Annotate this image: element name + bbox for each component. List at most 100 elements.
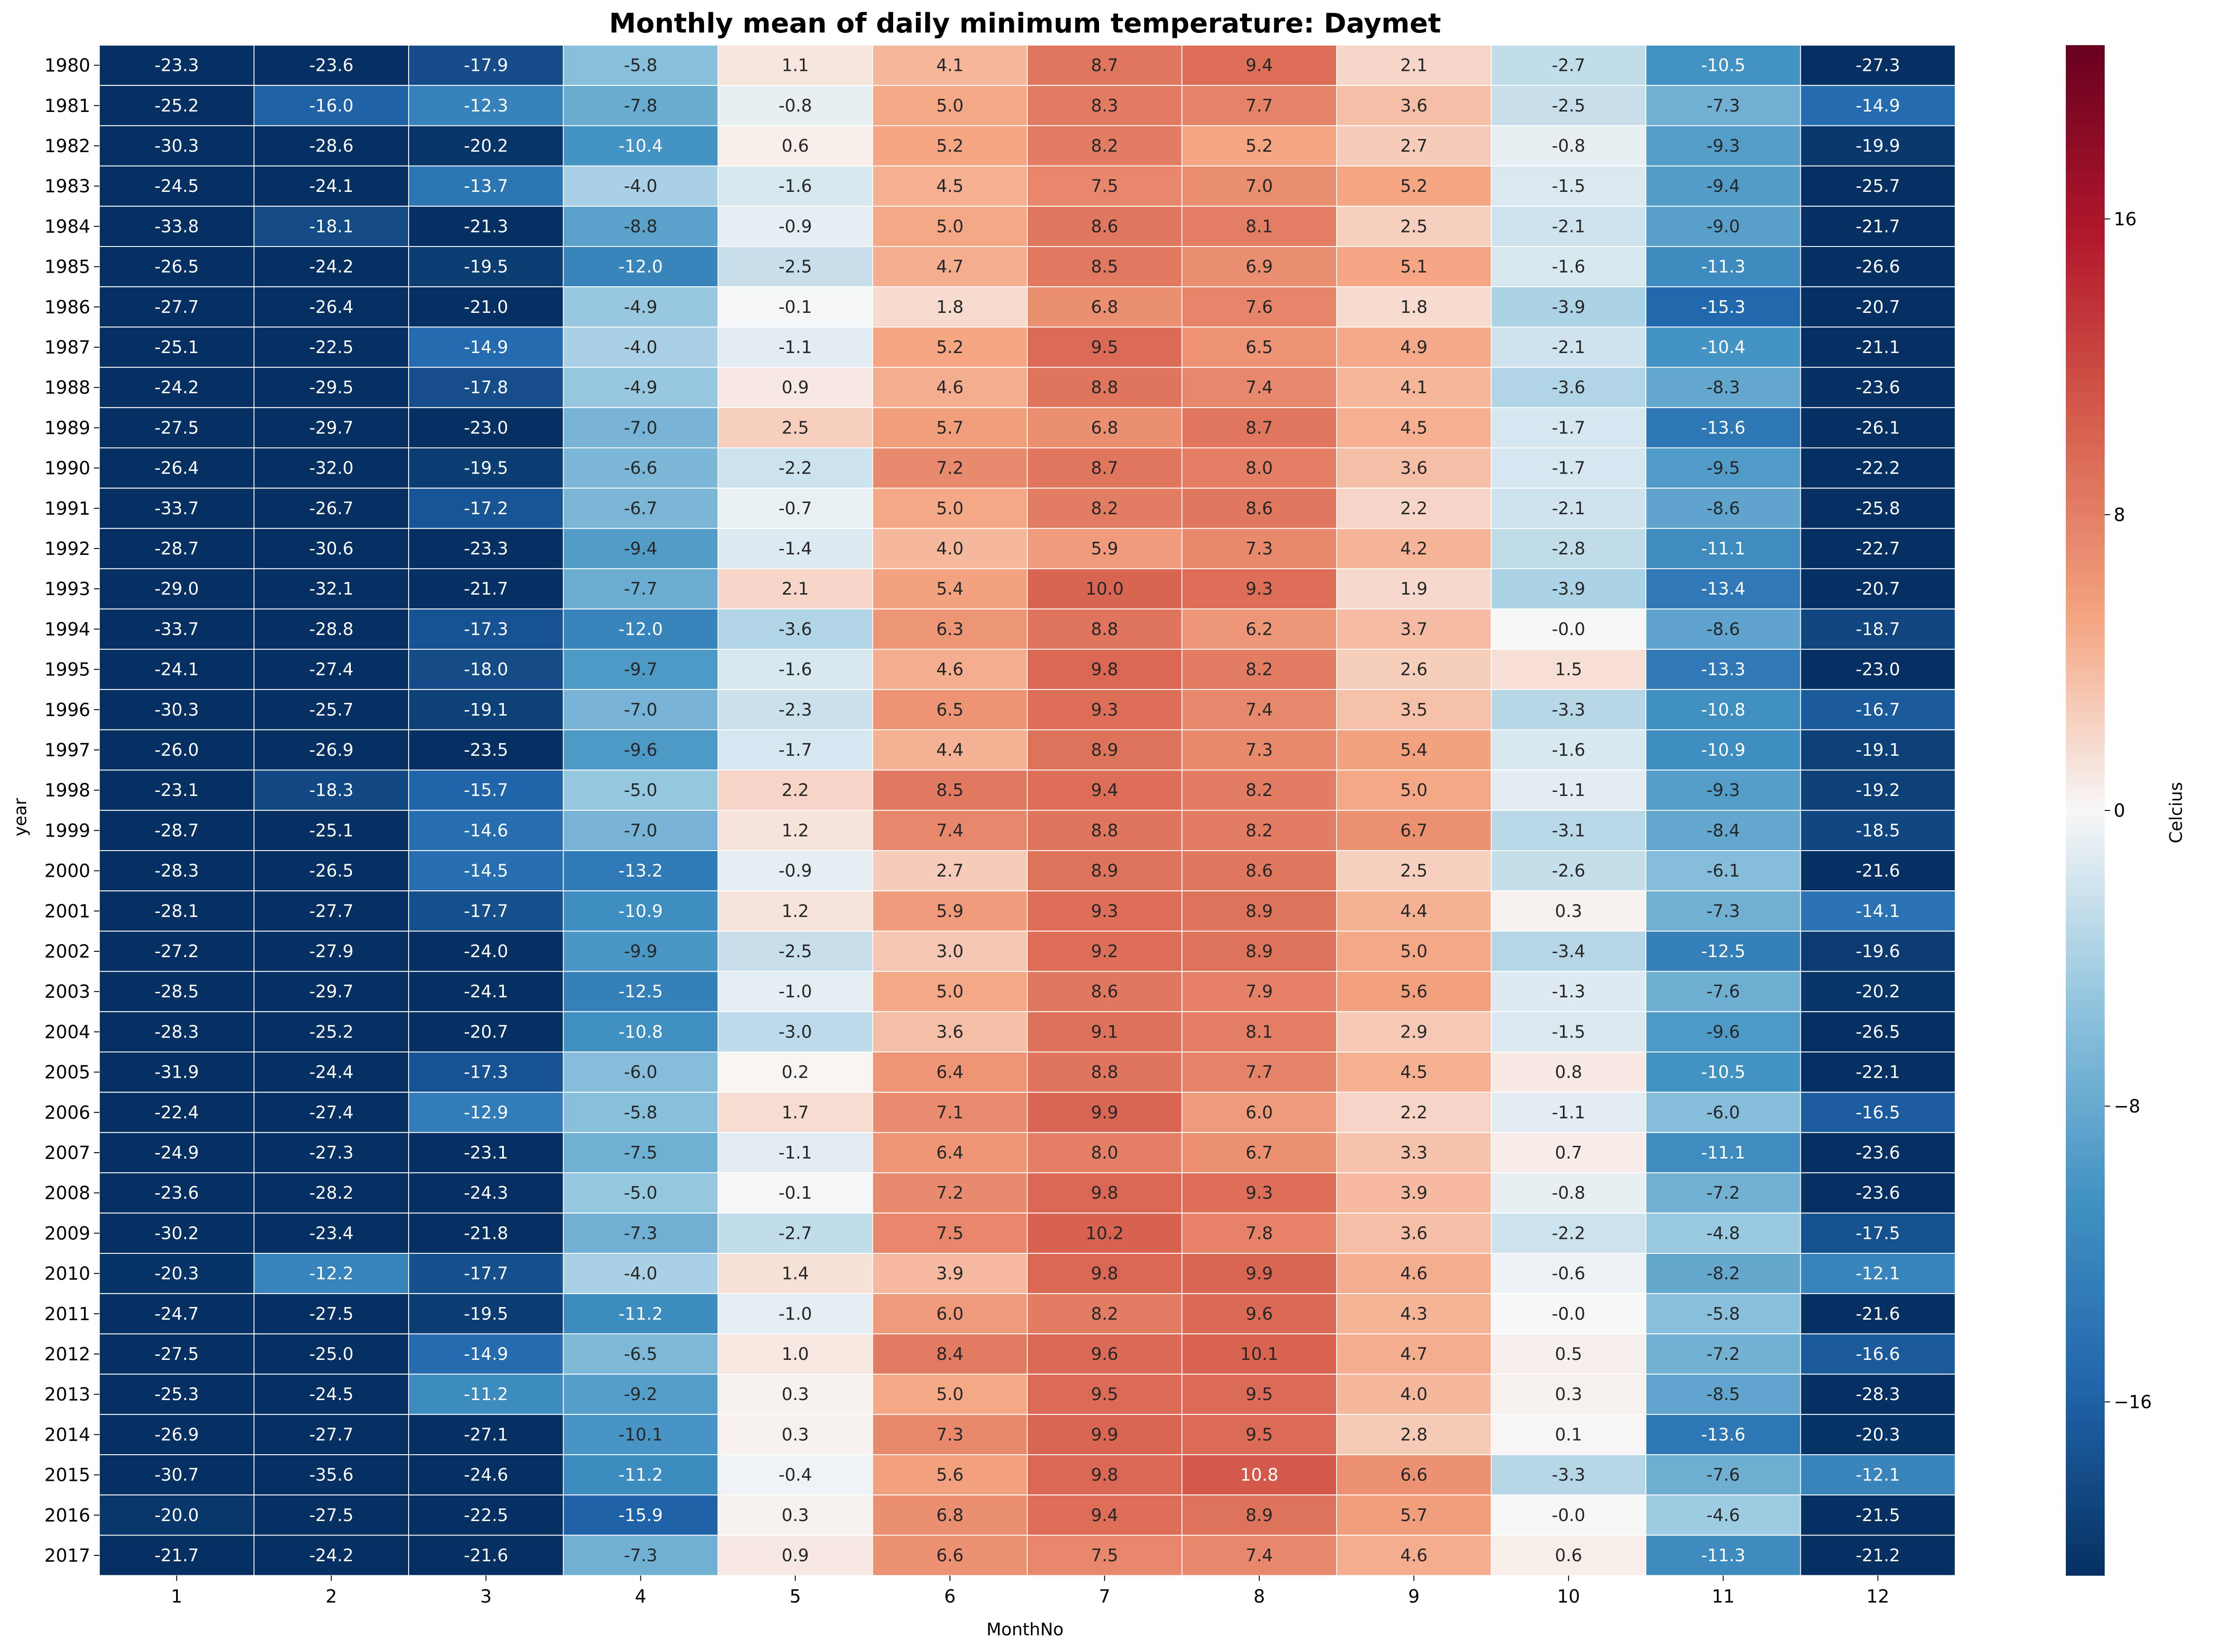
heatmap-cell bbox=[718, 850, 873, 892]
heatmap-cell bbox=[1491, 1414, 1646, 1456]
cell-value-label: 9.9 bbox=[1246, 1264, 1273, 1284]
heatmap-cell bbox=[253, 165, 409, 207]
heatmap-cell bbox=[1181, 407, 1337, 448]
cell-value-label: 5.2 bbox=[937, 136, 964, 156]
cell-value-label: -10.4 bbox=[619, 136, 663, 156]
y-tick-label: 1987 bbox=[44, 337, 90, 358]
heatmap-cell bbox=[99, 1011, 255, 1053]
cell-value-label: -24.1 bbox=[464, 982, 508, 1001]
heatmap-cell bbox=[1181, 367, 1337, 408]
y-tick-label: 1990 bbox=[44, 458, 90, 479]
heatmap-cell bbox=[253, 649, 409, 690]
heatmap-cell bbox=[1336, 850, 1492, 892]
heatmap-cell bbox=[1645, 488, 1801, 529]
cell-value-label: -9.6 bbox=[1706, 1022, 1740, 1042]
heatmap-cell bbox=[1800, 608, 1956, 650]
cell-value-label: -14.9 bbox=[464, 1344, 508, 1364]
cell-value-label: -7.7 bbox=[624, 579, 657, 599]
heatmap-cell bbox=[1181, 890, 1337, 932]
cell-value-label: -18.0 bbox=[464, 660, 508, 679]
heatmap-cell bbox=[99, 810, 255, 852]
heatmap-cell bbox=[1027, 608, 1183, 650]
cell-value-label: 1.2 bbox=[782, 901, 809, 921]
heatmap-cell bbox=[408, 1293, 564, 1335]
cell-value-label: -21.6 bbox=[1856, 1304, 1900, 1324]
cell-value-label: -26.4 bbox=[154, 458, 199, 478]
cell-value-label: -12.0 bbox=[619, 257, 663, 277]
cell-value-label: -7.3 bbox=[624, 1223, 657, 1243]
heatmap-cell bbox=[718, 729, 873, 771]
heatmap-cell bbox=[1645, 367, 1801, 408]
cell-value-label: 8.9 bbox=[1091, 740, 1118, 760]
cell-value-label: -28.2 bbox=[309, 1183, 354, 1203]
heatmap-cell bbox=[99, 1535, 255, 1576]
cell-value-label: -1.0 bbox=[778, 1304, 812, 1324]
heatmap-cell bbox=[1027, 165, 1183, 207]
cell-value-label: -3.3 bbox=[1552, 700, 1585, 720]
y-tick-label: 2002 bbox=[44, 941, 90, 962]
heatmap-cell bbox=[99, 1494, 255, 1536]
heatmap-cell bbox=[1491, 246, 1646, 288]
cell-value-label: -12.2 bbox=[309, 1264, 354, 1284]
cell-value-label: -6.6 bbox=[624, 458, 657, 478]
heatmap-cell bbox=[1800, 447, 1956, 489]
cell-value-label: -7.0 bbox=[624, 418, 657, 437]
heatmap-cell bbox=[563, 85, 718, 126]
heatmap-cell bbox=[1181, 1494, 1337, 1536]
heatmap-cell bbox=[1336, 447, 1492, 489]
heatmap-cell bbox=[1491, 1454, 1646, 1496]
heatmap-cell bbox=[1491, 286, 1646, 328]
colorbar-tick-label: 0 bbox=[2114, 800, 2125, 821]
cell-value-label: 0.9 bbox=[782, 1545, 809, 1565]
cell-value-label: -32.0 bbox=[309, 458, 354, 478]
chart-title: Monthly mean of daily minimum temperatur… bbox=[609, 8, 1441, 39]
cell-value-label: -21.7 bbox=[1856, 216, 1900, 236]
heatmap-cell bbox=[253, 971, 409, 1012]
heatmap-cell bbox=[718, 326, 873, 368]
cell-value-label: 4.1 bbox=[937, 56, 964, 75]
cell-value-label: -24.7 bbox=[154, 1304, 199, 1324]
heatmap-cell bbox=[1800, 769, 1956, 811]
heatmap-cell bbox=[1800, 1253, 1956, 1294]
cell-value-label: -25.1 bbox=[154, 337, 199, 357]
cell-value-label: -22.4 bbox=[154, 1103, 199, 1122]
heatmap-cell bbox=[872, 1092, 1028, 1133]
cell-value-label: -4.8 bbox=[1706, 1223, 1740, 1243]
cell-value-label: -7.3 bbox=[1706, 901, 1740, 921]
cell-value-label: 9.8 bbox=[1091, 1264, 1118, 1284]
heatmap-cell bbox=[1336, 608, 1492, 650]
heatmap-cell bbox=[1027, 1253, 1183, 1294]
cell-value-label: 6.4 bbox=[937, 1143, 964, 1163]
heatmap-cell bbox=[408, 205, 564, 247]
cell-value-label: -7.3 bbox=[624, 1545, 657, 1565]
heatmap-cell bbox=[1336, 1132, 1492, 1173]
cell-value-label: -24.9 bbox=[154, 1143, 199, 1163]
cell-value-label: 5.0 bbox=[937, 216, 964, 236]
cell-value-label: -24.2 bbox=[154, 377, 199, 397]
heatmap-cell bbox=[1491, 1172, 1646, 1214]
cell-value-label: -30.2 bbox=[154, 1223, 199, 1243]
cell-value-label: -13.6 bbox=[1701, 1424, 1745, 1444]
cell-value-label: 9.6 bbox=[1246, 1304, 1273, 1324]
y-tick-label: 1984 bbox=[44, 216, 90, 237]
cell-value-label: 9.9 bbox=[1091, 1424, 1118, 1444]
cell-value-label: -5.8 bbox=[1706, 1304, 1740, 1324]
heatmap-cell bbox=[253, 810, 409, 852]
heatmap-cell bbox=[408, 1212, 564, 1254]
heatmap-cell bbox=[872, 1494, 1028, 1536]
cell-value-label: -23.1 bbox=[154, 780, 199, 800]
heatmap-cell bbox=[1181, 246, 1337, 288]
heatmap-cell bbox=[1336, 810, 1492, 852]
cell-value-label: 3.0 bbox=[937, 941, 964, 961]
cell-value-label: -1.0 bbox=[778, 982, 812, 1001]
heatmap-cell bbox=[1181, 1212, 1337, 1254]
cell-value-label: 6.5 bbox=[937, 700, 964, 720]
heatmap-cell bbox=[872, 769, 1028, 811]
heatmap-cell bbox=[1645, 1253, 1801, 1294]
heatmap-cell bbox=[253, 568, 409, 610]
cell-value-label: -4.0 bbox=[624, 176, 657, 196]
x-tick-label: 9 bbox=[1408, 1587, 1420, 1607]
cell-value-label: -26.5 bbox=[154, 257, 199, 277]
heatmap-cell bbox=[99, 326, 255, 368]
cell-value-label: -26.9 bbox=[309, 740, 354, 760]
